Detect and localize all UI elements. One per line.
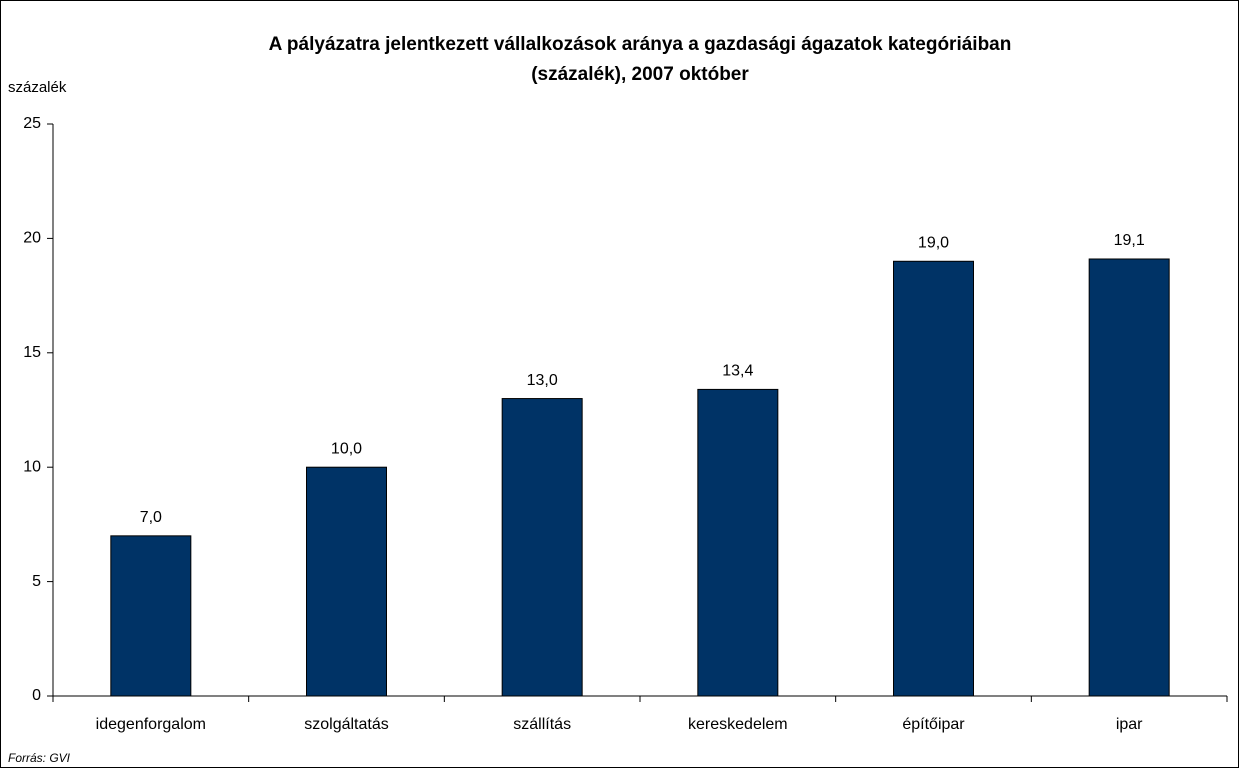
chart-title: (százalék), 2007 október xyxy=(531,64,749,85)
bar xyxy=(110,535,192,697)
y-tick-label: 0 xyxy=(32,687,41,704)
data-label: 13,0 xyxy=(527,372,558,389)
chart-title: A pályázatra jelentkezett vállalkozások … xyxy=(269,34,1012,55)
bar xyxy=(893,260,974,697)
x-tick-label: építőipar xyxy=(902,716,965,733)
data-label: 19,0 xyxy=(918,234,949,251)
y-tick-label: 5 xyxy=(32,573,41,590)
y-tick-label: 10 xyxy=(23,458,41,475)
bar xyxy=(501,398,583,697)
y-tick-label: 20 xyxy=(23,230,41,247)
source-note: Forrás: GVI xyxy=(8,751,71,765)
x-tick-label: szolgáltatás xyxy=(304,716,389,733)
data-label: 7,0 xyxy=(140,509,162,526)
data-label: 19,1 xyxy=(1114,232,1145,249)
y-axis-label: százalék xyxy=(8,79,67,96)
x-tick-label: ipar xyxy=(1116,716,1143,733)
bar xyxy=(697,388,779,697)
x-tick-label: szállítás xyxy=(513,716,571,733)
data-label: 13,4 xyxy=(722,363,753,380)
y-tick-label: 15 xyxy=(23,344,41,361)
x-tick-label: idegenforgalom xyxy=(96,716,206,733)
x-tick-label: kereskedelem xyxy=(688,716,788,733)
bar xyxy=(306,466,387,697)
y-tick-label: 25 xyxy=(23,115,41,132)
bar xyxy=(1088,258,1170,697)
data-label: 10,0 xyxy=(331,440,362,457)
